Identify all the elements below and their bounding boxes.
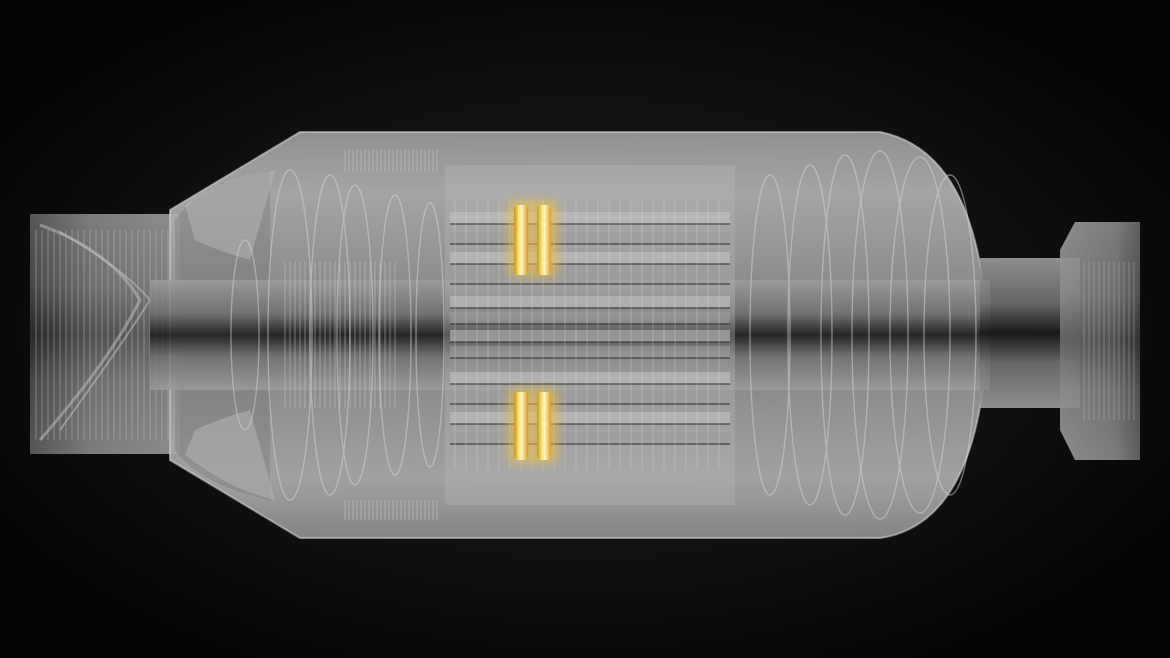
threaded-sleeve — [284, 150, 438, 520]
ring-outline — [787, 164, 833, 506]
ring-outline — [309, 174, 351, 496]
coil-plate — [450, 296, 730, 308]
ring-outline — [749, 174, 791, 496]
ring-outline — [415, 202, 445, 468]
ring-outline — [923, 174, 977, 496]
ring-outline — [378, 194, 412, 476]
ring-outline — [230, 239, 260, 431]
highlighted-component-bottom — [508, 388, 558, 464]
coil-plate — [450, 312, 730, 324]
highlighted-component-top — [508, 200, 558, 278]
ring-outlines — [230, 150, 977, 520]
ring-outline — [851, 150, 909, 520]
ring-outline — [267, 169, 313, 501]
coil-plate — [450, 372, 730, 384]
coil-plate — [450, 346, 730, 358]
ring-outline — [820, 154, 870, 516]
coil-plate — [450, 330, 730, 342]
ring-outline — [336, 184, 374, 486]
coil-stack — [445, 165, 735, 505]
ring-outline — [889, 156, 951, 514]
right-end-fitting — [980, 222, 1140, 460]
